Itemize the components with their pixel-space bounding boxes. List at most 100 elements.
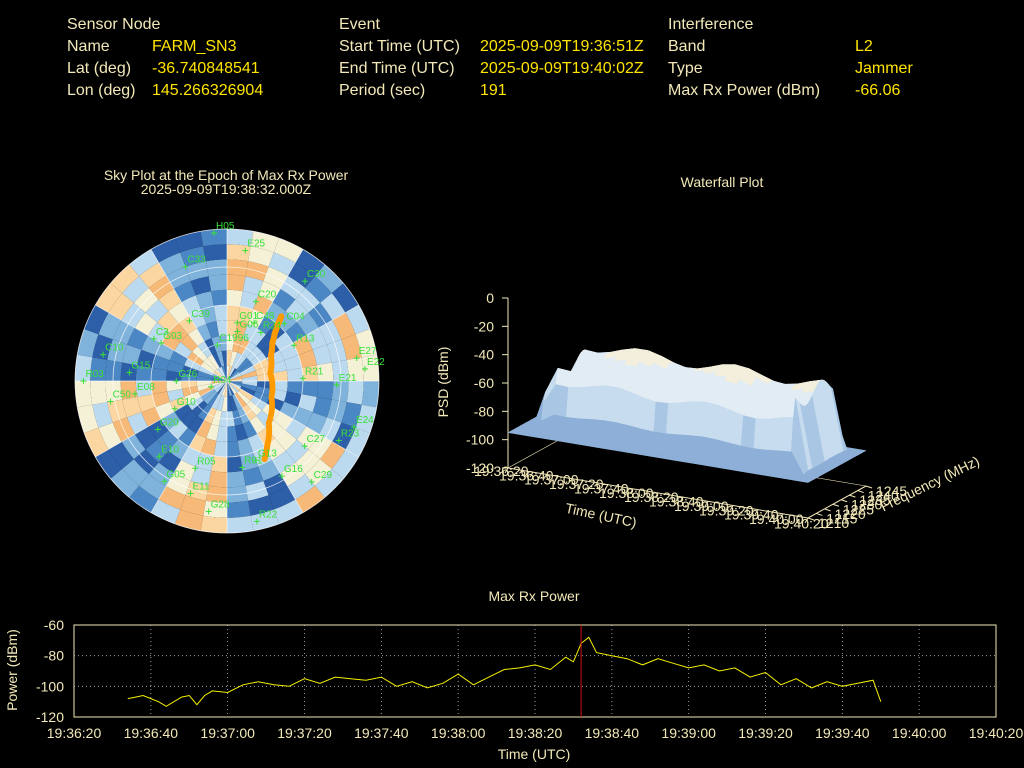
skyplot-satellite-label: R01 xyxy=(244,455,263,466)
skyplot-satellite-label: E11 xyxy=(192,481,209,492)
info-label: Lon (deg) xyxy=(67,82,136,99)
power-series xyxy=(127,625,882,717)
skyplot-cell xyxy=(273,499,303,524)
skyplot-satellite-label: C1996 xyxy=(219,333,249,344)
waterfall-time-tick xyxy=(679,496,684,503)
waterfall-surface-cell xyxy=(563,417,580,440)
skyplot-cell xyxy=(157,429,179,451)
waterfall-freq-tick xyxy=(816,512,823,516)
skyplot-cell xyxy=(295,249,325,277)
skyplot-cell xyxy=(215,381,227,393)
waterfall-surface-cell xyxy=(713,439,730,465)
waterfall-surface-cell xyxy=(753,418,769,451)
skyplot-cell xyxy=(135,365,153,381)
skyplot-satellite-label: C20 xyxy=(258,290,277,301)
skyplot-cell xyxy=(287,474,315,500)
waterfall-surface-cell xyxy=(715,367,732,372)
skyplot-cell xyxy=(361,354,379,381)
skyplot-cell xyxy=(211,381,227,384)
skyplot-cell xyxy=(211,352,222,368)
skyplot-satellite: E27 xyxy=(353,346,377,362)
skyplot-satellite: E24 xyxy=(350,415,374,431)
skyplot-azimuth-line xyxy=(150,380,228,513)
skyplot-cell xyxy=(273,238,303,263)
skyplot-cell xyxy=(240,365,256,376)
skyplot-cell xyxy=(90,357,108,381)
skyplot-satellite: R01 xyxy=(239,455,263,471)
skyplot-cell xyxy=(242,420,258,439)
skyplot-cell xyxy=(200,388,216,401)
waterfall-freq-tick xyxy=(807,517,815,521)
waterfall-surface-cell xyxy=(553,384,569,418)
skyplot-satellite-label: C27 xyxy=(307,434,326,445)
skyplot-cell xyxy=(122,344,142,366)
skyplot-satellite: H05 xyxy=(211,221,235,236)
skyplot-cell xyxy=(120,362,138,381)
power-x-tick-label: 19:39:40 xyxy=(815,725,870,741)
skyplot-cell xyxy=(237,306,253,324)
waterfall-surface-cell xyxy=(580,367,596,388)
skyplot-cell xyxy=(127,412,149,435)
skyplot-cell xyxy=(139,262,167,288)
waterfall-surface-cell xyxy=(794,479,811,483)
waterfall-surface-cell xyxy=(703,401,719,440)
skyplot-cell xyxy=(213,440,227,457)
skyplot-cell xyxy=(187,328,205,347)
waterfall-time-tick xyxy=(579,480,584,486)
skyplot-satellite-label: C33 xyxy=(187,255,206,266)
skyplot-satellite: R03 xyxy=(80,369,104,384)
skyplot-cell xyxy=(169,350,188,366)
skyplot-cell xyxy=(216,425,227,442)
skyplot-cell xyxy=(296,426,320,450)
skyplot-cell xyxy=(341,402,362,428)
skyplot-cell xyxy=(345,305,370,335)
skyplot-cell xyxy=(316,381,334,400)
skyplot-cell xyxy=(196,323,212,342)
skyplot-cell xyxy=(122,459,149,486)
skyplot-satellite: E25 xyxy=(242,239,266,254)
skyplot-cell xyxy=(256,334,274,352)
skyplot-cell xyxy=(268,252,296,276)
skyplot-cell xyxy=(187,351,204,366)
skyplot-cell xyxy=(167,360,185,374)
skyplot-cell xyxy=(295,485,325,513)
skyplot-cell xyxy=(305,276,332,303)
skyplot-cell xyxy=(203,244,227,262)
skyplot-cell xyxy=(187,396,204,411)
skyplot-cell xyxy=(236,390,251,405)
skyplot-cell xyxy=(331,283,359,313)
skyplot-cell xyxy=(197,370,213,379)
skyplot-satellite-label: R04 xyxy=(213,375,232,386)
skyplot-cell xyxy=(215,369,227,381)
power-x-tick-label: 19:37:20 xyxy=(277,725,332,741)
waterfall-time-tick xyxy=(654,492,659,499)
skyplot-cell xyxy=(227,455,243,473)
skyplot-cell xyxy=(240,291,259,310)
skyplot-cell xyxy=(242,404,257,421)
skyplot-cell xyxy=(312,344,332,366)
waterfall-surface-cell xyxy=(741,415,757,449)
skyplot-cell xyxy=(241,370,257,379)
skyplot-satellite-label: G26 xyxy=(178,369,197,380)
waterfall-back-axis xyxy=(507,435,567,469)
skyplot-track xyxy=(261,313,285,463)
waterfall-surface-cell xyxy=(680,382,696,403)
waterfall-freq-tick xyxy=(840,499,848,503)
skyplot-satellite-label: G15 xyxy=(131,360,150,371)
waterfall-surface-cell xyxy=(776,450,792,476)
skyplot-cell xyxy=(332,312,356,340)
waterfall-freq-tick xyxy=(857,490,864,494)
waterfall-labels: 0-20-40-60-80-100-12019:36:2019:36:4019:… xyxy=(466,290,907,531)
skyplot-cell xyxy=(224,365,227,381)
skyplot-cell xyxy=(227,229,254,247)
skyplot-cell xyxy=(305,327,327,350)
power-x-tick-label: 19:38:00 xyxy=(431,725,486,741)
skyplot-cell xyxy=(166,370,183,381)
waterfall-time-tick xyxy=(704,501,709,507)
skyplot-cell xyxy=(216,320,227,337)
skyplot-satellite: R22 xyxy=(253,509,278,525)
skyplot-cell xyxy=(196,381,213,387)
skyplot-cell xyxy=(268,486,296,510)
skyplot-cell xyxy=(158,450,182,474)
skyplot-cell xyxy=(301,365,319,381)
